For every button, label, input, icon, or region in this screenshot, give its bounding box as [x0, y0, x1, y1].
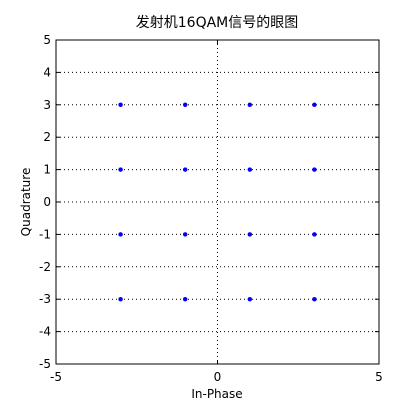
y-tick-label: 1 — [43, 163, 51, 177]
constellation-point — [312, 102, 317, 108]
y-tick-label: -4 — [39, 325, 51, 339]
constellation-point — [312, 296, 317, 302]
y-tick-label: 3 — [43, 98, 51, 112]
x-tick-label: -5 — [50, 370, 62, 384]
constellation-point — [247, 296, 253, 302]
constellation-point — [182, 296, 188, 302]
constellation-point — [312, 167, 317, 172]
constellation-point — [182, 232, 188, 237]
axis-ticks — [55, 39, 380, 365]
constellation-point — [182, 167, 188, 172]
constellation-point — [182, 102, 188, 108]
constellation-point — [118, 232, 123, 237]
tick-labels: -5 0 5 -5 -4 -3 -2 -1 0 1 2 3 4 5 — [39, 33, 383, 384]
constellation-point — [247, 102, 253, 108]
x-tick-label: 0 — [214, 370, 222, 384]
chart-title: 发射机16QAM信号的眼图 — [136, 15, 299, 31]
y-tick-label: 2 — [43, 130, 51, 144]
constellation-point — [118, 167, 123, 172]
y-tick-label: 4 — [43, 65, 51, 79]
y-tick-label: -3 — [39, 292, 51, 306]
constellation-point — [312, 232, 317, 237]
constellation-point — [118, 102, 123, 108]
x-tick-label: 5 — [375, 370, 383, 384]
grid — [56, 40, 379, 364]
y-axis-label: Quadrature — [19, 168, 33, 237]
y-tick-label: 0 — [43, 195, 51, 209]
y-tick-label: -1 — [39, 227, 51, 241]
y-tick-label: 5 — [43, 33, 51, 47]
constellation-point — [247, 167, 253, 172]
y-tick-label: -5 — [39, 357, 51, 371]
data-points — [118, 102, 317, 302]
constellation-point — [118, 296, 123, 302]
constellation-point — [247, 232, 253, 237]
x-axis-label: In-Phase — [191, 387, 242, 401]
y-tick-label: -2 — [39, 260, 51, 274]
